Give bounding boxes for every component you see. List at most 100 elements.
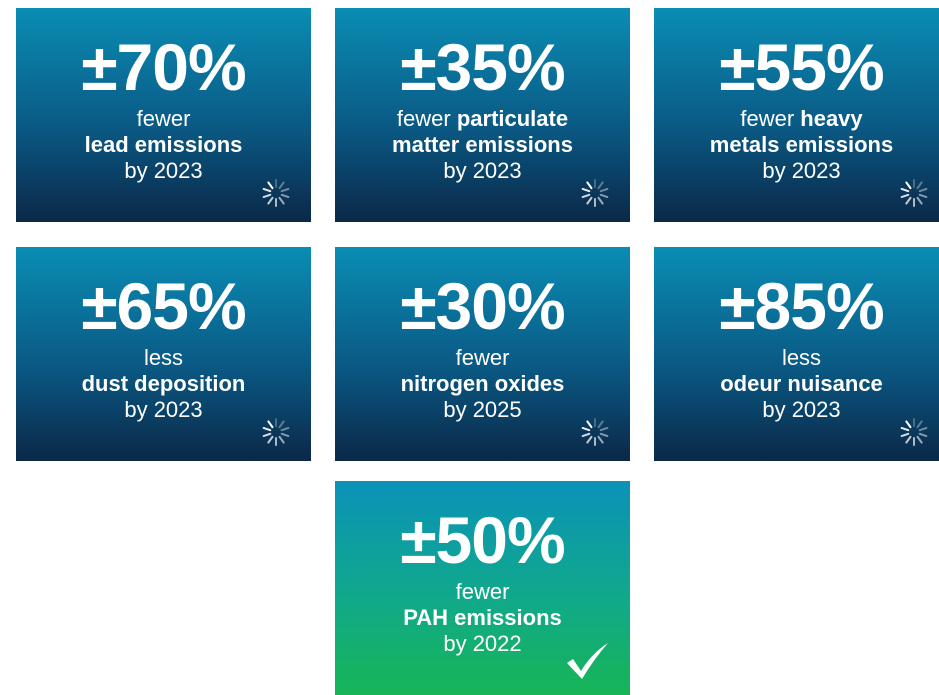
stat-tile: ±70% fewer lead emissions by 2023	[16, 8, 311, 222]
stat-line: less	[654, 345, 939, 371]
bold-text: metals emissions	[709, 132, 894, 157]
check-icon	[567, 643, 608, 679]
spinner-spoke	[581, 187, 591, 193]
stat-tile: ±50% fewer PAH emissions by 2022	[335, 481, 630, 695]
spinner-spoke	[900, 187, 910, 193]
spinner-spoke	[918, 432, 928, 438]
stat-tile: ±30% fewer nitrogen oxides by 2025	[335, 247, 630, 461]
spinner-spoke	[581, 432, 591, 438]
spinner-spoke	[597, 181, 604, 190]
stat-line: fewer	[335, 345, 630, 371]
regular-text: fewer	[136, 106, 191, 131]
stat-line: fewer particulate	[335, 106, 630, 132]
spinner-spoke	[599, 193, 609, 199]
stat-figure: ±50%	[400, 503, 565, 577]
regular-text: by 2023	[762, 397, 841, 422]
bold-text: PAH emissions	[403, 605, 562, 630]
spinner-spoke	[278, 181, 285, 190]
stat-line: by 2023	[16, 158, 311, 184]
spinner-spoke	[900, 193, 910, 199]
stat-line: by 2023	[654, 397, 939, 423]
stat-line: nitrogen oxides	[335, 371, 630, 397]
spinner-spoke	[586, 196, 593, 205]
spinner-spoke	[586, 181, 593, 190]
stat-figure: ±35%	[400, 30, 565, 104]
bold-text: heavy	[800, 106, 863, 131]
spinner-spoke	[586, 435, 593, 444]
regular-text: less	[781, 345, 822, 370]
stat-line: less	[16, 345, 311, 371]
spinner-spoke	[599, 432, 609, 438]
stat-line: dust deposition	[16, 371, 311, 397]
spinner-spoke	[267, 435, 274, 444]
spinner-spoke	[262, 426, 272, 432]
spinner-spoke	[278, 435, 285, 444]
check-mark	[567, 643, 608, 679]
stat-line: fewer heavy	[654, 106, 939, 132]
stat-tile: ±65% less dust deposition by 2023	[16, 247, 311, 461]
regular-text: fewer	[396, 106, 451, 131]
spinner-spoke	[267, 181, 274, 190]
stat-figure: ±70%	[81, 30, 246, 104]
spinner-icon	[262, 179, 290, 207]
regular-text: less	[143, 345, 184, 370]
spinner-spoke	[597, 196, 604, 205]
spinner-spoke	[918, 193, 928, 199]
spinner-spoke	[900, 426, 910, 432]
regular-text: by 2025	[443, 397, 522, 422]
spinner-spoke	[267, 196, 274, 205]
spinner-spoke	[581, 426, 591, 432]
stat-figure: ±85%	[719, 269, 884, 343]
regular-text: by 2023	[762, 158, 841, 183]
spinner-spoke	[278, 420, 285, 429]
spinner-spoke	[262, 193, 272, 199]
spinner-spoke	[900, 432, 910, 438]
stat-line: by 2023	[335, 158, 630, 184]
spinner-spoke	[918, 426, 928, 432]
stat-line: fewer	[335, 579, 630, 605]
stat-tile: ±55% fewer heavy metals emissions by 2023	[654, 8, 939, 222]
spinner-spoke	[262, 432, 272, 438]
regular-text: by 2023	[443, 158, 522, 183]
regular-text: by 2022	[443, 631, 522, 656]
spinner-spoke	[280, 193, 290, 199]
spinner-spoke	[599, 426, 609, 432]
stat-tile: ±35% fewer particulate matter emissions by …	[335, 8, 630, 222]
spinner-icon	[581, 179, 609, 207]
spinner-icon	[581, 418, 609, 446]
spinner-icon	[900, 179, 928, 207]
stat-line: odeur nuisance	[654, 371, 939, 397]
stat-line: by 2023	[654, 158, 939, 184]
stat-line: by 2023	[16, 397, 311, 423]
spinner-spoke	[597, 420, 604, 429]
spinner-icon	[262, 418, 290, 446]
spinner-spoke	[278, 196, 285, 205]
spinner-spoke	[905, 181, 912, 190]
regular-text: fewer	[455, 579, 510, 604]
spinner-spoke	[599, 187, 609, 193]
spinner-spoke	[905, 435, 912, 444]
bold-text: nitrogen oxides	[400, 371, 565, 396]
stat-line: PAH emissions	[335, 605, 630, 631]
bold-text: matter emissions	[392, 132, 573, 157]
bold-text: dust deposition	[81, 371, 246, 396]
spinner-icon	[900, 418, 928, 446]
spinner-spoke	[586, 420, 593, 429]
spinner-spoke	[581, 193, 591, 199]
stat-line: fewer	[16, 106, 311, 132]
stat-tile: ±85% less odeur nuisance by 2023	[654, 247, 939, 461]
regular-text: fewer	[740, 106, 795, 131]
spinner-spoke	[905, 420, 912, 429]
bold-text: particulate	[456, 106, 569, 131]
spinner-spoke	[916, 435, 923, 444]
spinner-spoke	[918, 187, 928, 193]
bold-text: odeur nuisance	[720, 371, 883, 396]
spinner-spoke	[280, 426, 290, 432]
spinner-spoke	[916, 196, 923, 205]
spinner-spoke	[916, 420, 923, 429]
regular-text: by 2023	[124, 397, 203, 422]
bold-text: lead emissions	[84, 132, 243, 157]
stat-line: matter emissions	[335, 132, 630, 158]
stat-line: lead emissions	[16, 132, 311, 158]
